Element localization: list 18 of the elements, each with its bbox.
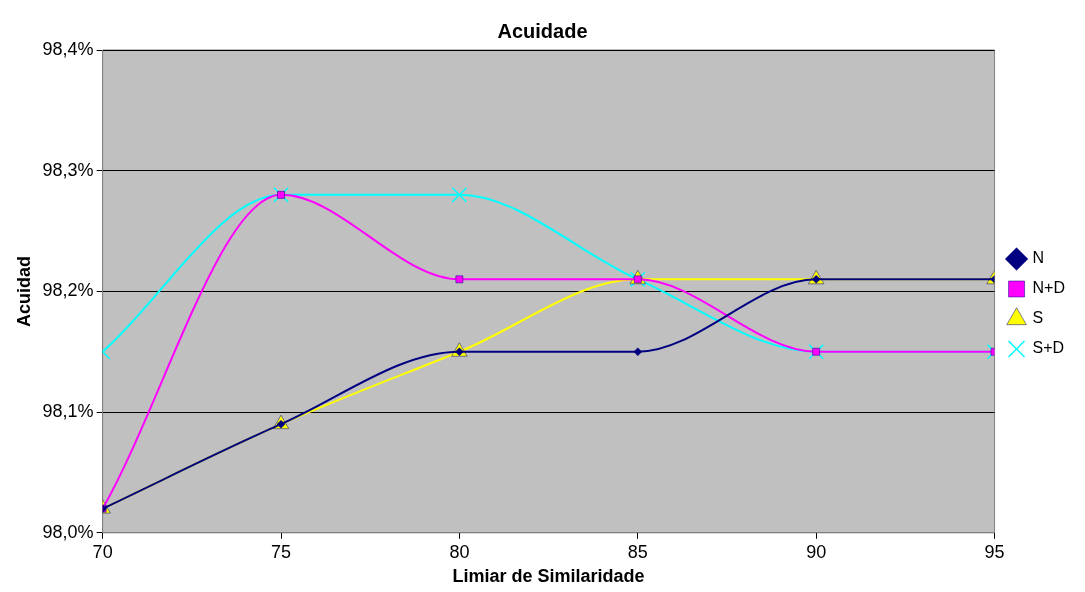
y-axis-title: Acuidad [13, 255, 34, 327]
legend-label: N [1032, 249, 1045, 267]
y-tick-label: 98,4% [42, 38, 94, 59]
chart-title: Acuidade [497, 19, 588, 42]
x-tick-label: 75 [271, 541, 292, 562]
x-tick-label: 85 [627, 541, 648, 562]
x-tick-label: 95 [984, 541, 1005, 562]
y-tick-label: 98,0% [42, 521, 94, 542]
y-tick-label: 98,1% [42, 401, 94, 422]
legend-label: S [1032, 309, 1044, 327]
x-tick-label: 80 [449, 541, 470, 562]
y-tick-label: 98,2% [42, 280, 94, 301]
y-tick-label: 98,3% [42, 159, 94, 180]
x-tick-label: 70 [92, 541, 113, 562]
x-axis-title: Limiar de Similaridade [452, 566, 645, 587]
legend-label: S+D [1032, 339, 1065, 357]
legend-label: N+D [1032, 279, 1065, 297]
x-tick-label: 90 [806, 541, 827, 562]
